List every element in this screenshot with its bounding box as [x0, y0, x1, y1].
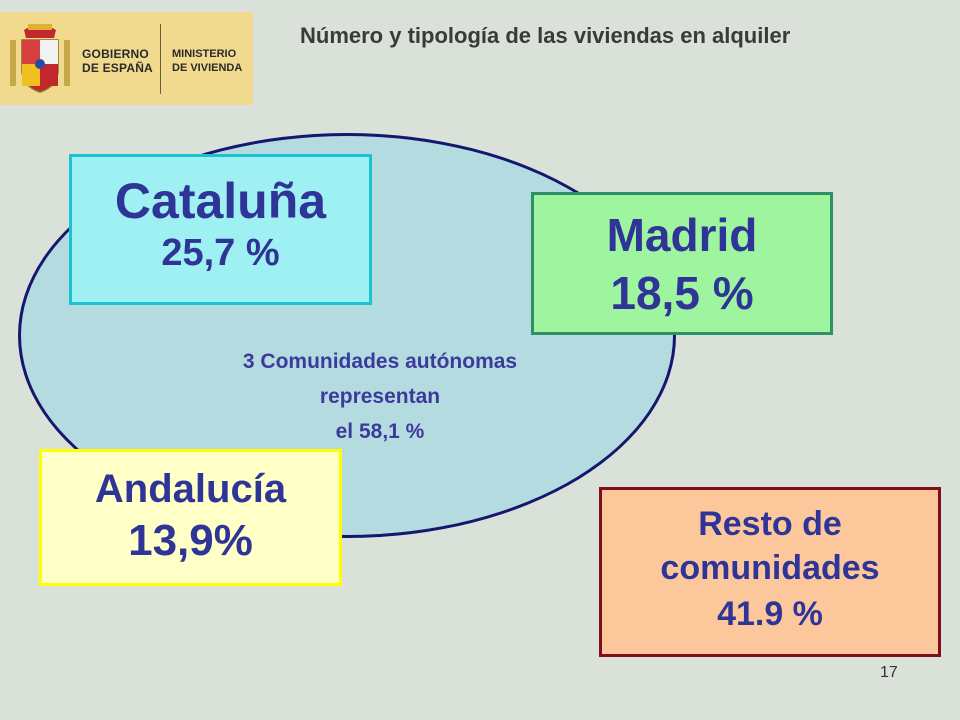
cataluna-value: 25,7 % — [161, 232, 280, 274]
andalucia-value: 13,9% — [128, 516, 253, 565]
cataluna-box: Cataluña 25,7 % — [69, 154, 372, 305]
logo-gobierno-text: GOBIERNO DE ESPAÑA — [82, 47, 153, 75]
cataluna-label: Cataluña — [114, 173, 327, 229]
resto-label-line2: comunidades — [660, 549, 880, 587]
page-number: 17 — [880, 664, 898, 681]
logo-divider — [160, 24, 161, 94]
resto-value: 41.9 % — [717, 595, 823, 633]
resto-box: Resto de comunidades 41.9 % — [599, 487, 941, 657]
ellipse-caption: 3 Comunidades autónomas representan el 5… — [150, 344, 610, 449]
madrid-box: Madrid 18,5 % — [531, 192, 833, 335]
resto-label-line1: Resto de — [698, 505, 842, 543]
logo-ministerio-text: MINISTERIO DE VIVIENDA — [172, 48, 243, 74]
madrid-label: Madrid — [606, 209, 758, 261]
ellipse-caption-line2: representan — [319, 385, 441, 408]
government-logo: GOBIERNO DE ESPAÑA MINISTERIO DE VIVIEND… — [0, 12, 253, 105]
andalucia-box: Andalucía 13,9% — [39, 449, 342, 586]
slide-title: Número y tipología de las viviendas en a… — [300, 23, 791, 48]
andalucia-label: Andalucía — [94, 467, 287, 511]
ellipse-caption-line3: el 58,1 % — [335, 420, 425, 443]
ellipse-caption-line1: 3 Comunidades autónomas — [242, 350, 518, 373]
madrid-value: 18,5 % — [610, 267, 754, 319]
spain-coat-of-arms-icon — [10, 24, 70, 93]
